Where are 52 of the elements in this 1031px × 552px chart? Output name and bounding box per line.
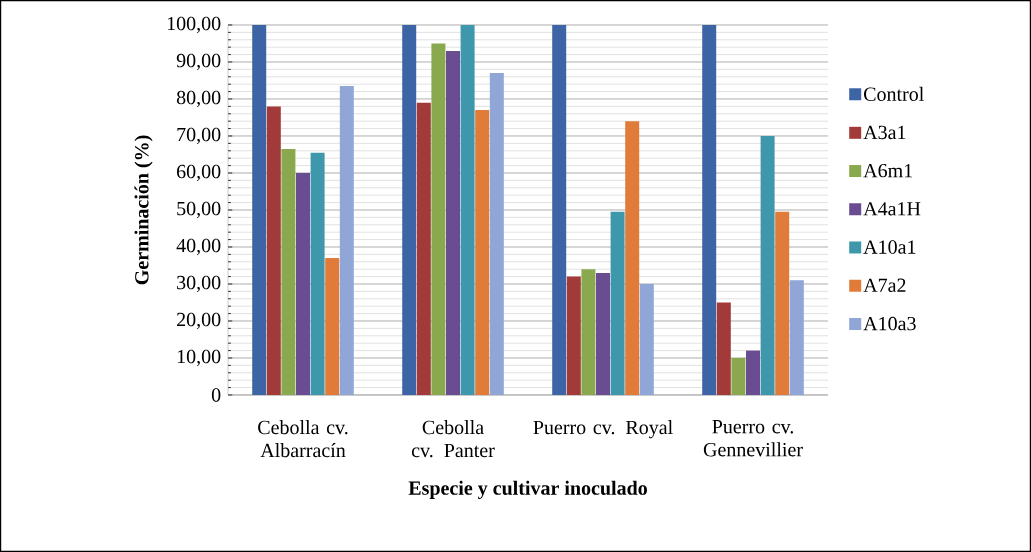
bar xyxy=(716,302,731,395)
bar xyxy=(431,43,446,395)
bar xyxy=(625,121,640,395)
legend-label: A3a1 xyxy=(863,125,906,140)
legend-label: A10a3 xyxy=(863,316,916,331)
y-tick-label: 70,00 xyxy=(177,127,221,145)
y-tick-label: 40,00 xyxy=(176,238,221,256)
y-tick-label: 10,00 xyxy=(177,349,221,367)
bar xyxy=(325,258,340,395)
bar xyxy=(610,211,625,395)
y-tick-label: 50,00 xyxy=(177,201,221,219)
bar xyxy=(402,24,417,395)
bar xyxy=(460,24,475,395)
y-tick-label: 20,00 xyxy=(177,312,221,330)
legend-label: A7a2 xyxy=(863,278,906,293)
bar xyxy=(581,269,596,395)
x-tick-label: Puerro cv. Royal xyxy=(533,420,673,439)
bar xyxy=(760,135,775,395)
bar xyxy=(489,73,504,395)
x-tick-label: Puerro cv. Gennevillier xyxy=(703,420,803,457)
x-tick-label: Cebolla cv. Albarracín xyxy=(258,420,348,458)
legend-label: A10a1 xyxy=(863,240,916,254)
y-tick-label: 90,00 xyxy=(176,53,221,71)
bar xyxy=(252,24,267,395)
bar xyxy=(789,280,804,395)
bar xyxy=(416,102,431,395)
bar xyxy=(339,86,354,395)
y-tick-label: 0 xyxy=(211,388,221,402)
bar xyxy=(475,110,490,395)
bar xyxy=(296,172,311,395)
bar xyxy=(731,357,746,395)
y-tick-label: 100,00 xyxy=(167,16,221,34)
y-tick-label: 80,00 xyxy=(176,90,221,108)
x-axis-title: Especie y cultivar inoculado xyxy=(408,480,647,499)
bar xyxy=(639,283,654,395)
bar xyxy=(596,272,611,395)
bar xyxy=(281,148,296,395)
bar xyxy=(775,211,790,395)
y-tick-label: 60,00 xyxy=(177,164,221,182)
bar xyxy=(266,106,281,395)
y-tick-label: 30,00 xyxy=(177,275,221,293)
bar xyxy=(552,24,567,395)
bar xyxy=(746,350,761,395)
legend-label: A4a1H xyxy=(863,202,921,216)
y-axis-title: Germinación (%) xyxy=(134,135,153,285)
bar xyxy=(446,50,461,395)
bar xyxy=(702,24,717,395)
bar xyxy=(310,152,325,395)
legend-label: Control xyxy=(864,86,924,101)
x-tick-label: Cebolla cv. Panter xyxy=(411,420,495,458)
bar xyxy=(566,276,581,395)
legend-label: A6m1 xyxy=(863,163,912,178)
